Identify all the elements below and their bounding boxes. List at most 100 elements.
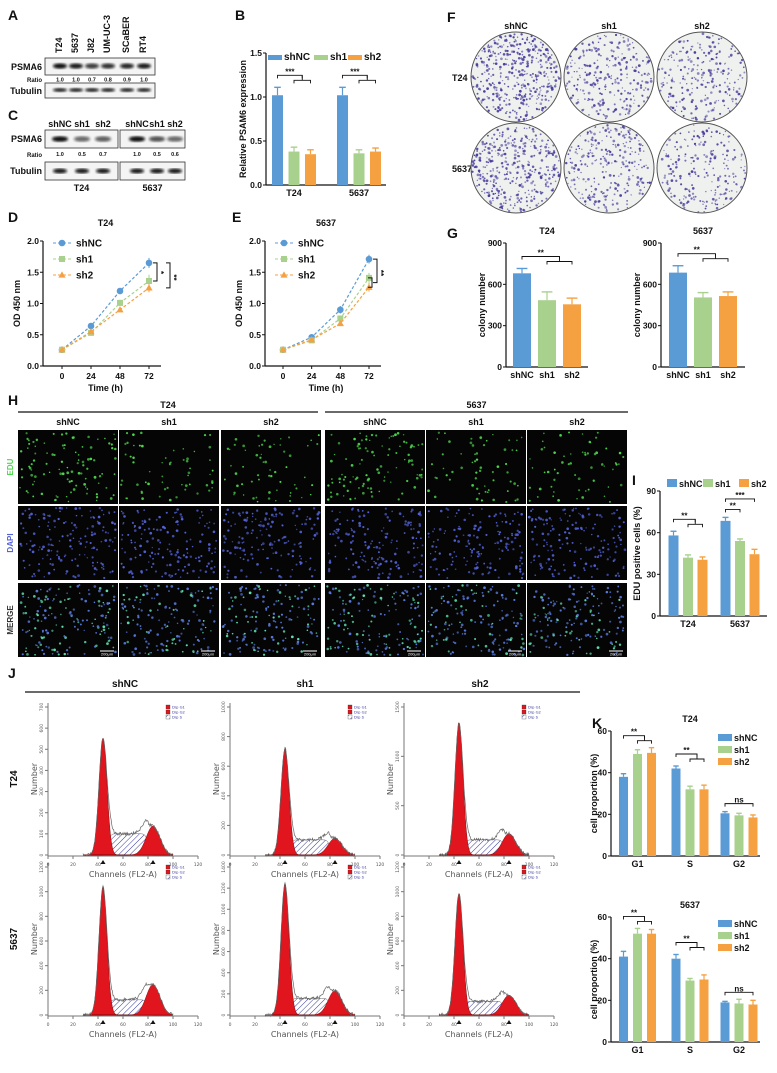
colony bbox=[547, 169, 550, 172]
cell bbox=[331, 587, 335, 591]
cell bbox=[30, 634, 33, 637]
cell bbox=[327, 484, 330, 487]
cell bbox=[337, 530, 340, 533]
colony bbox=[587, 177, 590, 181]
cell bbox=[270, 635, 274, 639]
cell bbox=[485, 439, 488, 442]
colony bbox=[684, 159, 687, 162]
cell bbox=[241, 541, 244, 544]
cell bbox=[414, 606, 417, 609]
cell bbox=[260, 453, 263, 456]
cell bbox=[273, 443, 275, 446]
cell bbox=[516, 622, 519, 625]
cell bbox=[347, 533, 350, 536]
cell bbox=[281, 524, 284, 527]
colony bbox=[569, 55, 572, 58]
colony bbox=[499, 68, 501, 71]
cell bbox=[33, 618, 35, 620]
y-tick-label: 600 bbox=[221, 762, 227, 771]
cell bbox=[507, 549, 509, 551]
cell bbox=[230, 524, 233, 527]
cell bbox=[608, 630, 611, 633]
cell bbox=[366, 584, 369, 587]
cell bbox=[429, 565, 432, 569]
cell bbox=[251, 642, 253, 644]
micrograph bbox=[18, 506, 118, 580]
colony bbox=[523, 169, 527, 173]
colony bbox=[688, 131, 690, 133]
colony bbox=[520, 95, 523, 97]
colony bbox=[508, 115, 511, 119]
y-axis-label: Number bbox=[30, 922, 39, 955]
cell bbox=[567, 463, 570, 466]
legend-swatch bbox=[347, 869, 353, 875]
cell bbox=[512, 616, 515, 619]
colony bbox=[486, 87, 489, 91]
colony bbox=[581, 197, 585, 200]
colony bbox=[492, 105, 495, 108]
colony bbox=[557, 174, 561, 178]
y-tick-label: 1000 bbox=[39, 886, 45, 898]
colony bbox=[703, 211, 705, 213]
cell bbox=[134, 647, 138, 651]
colony bbox=[509, 111, 511, 114]
cell bbox=[569, 598, 572, 601]
colony bbox=[593, 177, 596, 180]
colony bbox=[609, 59, 611, 62]
cell bbox=[401, 637, 404, 640]
cell bbox=[447, 650, 450, 653]
cell bbox=[52, 432, 55, 435]
cell bbox=[179, 557, 182, 559]
colony bbox=[608, 173, 612, 177]
colony bbox=[526, 62, 529, 65]
cell bbox=[133, 444, 135, 447]
cell bbox=[304, 522, 307, 526]
group-label: 5637 bbox=[466, 400, 486, 410]
cell bbox=[290, 635, 294, 639]
colony bbox=[591, 98, 594, 101]
cell bbox=[343, 613, 345, 616]
chart-title: T24 bbox=[98, 218, 114, 228]
cell bbox=[266, 522, 270, 526]
y-tick-label: 500 bbox=[39, 745, 45, 754]
cell bbox=[175, 521, 177, 523]
colony bbox=[498, 108, 502, 112]
colony bbox=[671, 162, 675, 166]
cell bbox=[282, 630, 286, 633]
cell bbox=[386, 516, 389, 519]
colony bbox=[513, 138, 516, 141]
cell bbox=[338, 596, 342, 599]
colony bbox=[625, 160, 627, 162]
cell bbox=[343, 628, 345, 631]
colony bbox=[690, 100, 694, 104]
cell bbox=[391, 596, 394, 598]
colony bbox=[593, 155, 595, 157]
cell bbox=[210, 560, 213, 563]
colony bbox=[629, 147, 632, 149]
cell bbox=[377, 563, 381, 567]
lane-label: SCaBER bbox=[121, 16, 131, 53]
cell bbox=[568, 431, 570, 434]
colony bbox=[683, 195, 685, 197]
significance-bracket bbox=[702, 253, 729, 262]
cell bbox=[477, 528, 480, 532]
colony bbox=[525, 196, 528, 199]
colony bbox=[527, 172, 530, 175]
colony bbox=[512, 161, 516, 165]
cell bbox=[156, 649, 159, 652]
colony bbox=[646, 96, 649, 99]
cell bbox=[90, 533, 94, 537]
cell bbox=[362, 514, 366, 517]
x-tick-label: G1 bbox=[631, 859, 643, 869]
colony bbox=[717, 99, 720, 102]
cell bbox=[431, 545, 434, 548]
colony bbox=[499, 52, 502, 54]
cell bbox=[158, 516, 160, 518]
cell bbox=[213, 620, 216, 623]
column-label: sh2 bbox=[471, 679, 489, 690]
colony bbox=[542, 110, 544, 112]
colony bbox=[503, 44, 505, 46]
cell bbox=[201, 533, 204, 536]
colony bbox=[505, 38, 508, 40]
colony bbox=[663, 149, 665, 152]
